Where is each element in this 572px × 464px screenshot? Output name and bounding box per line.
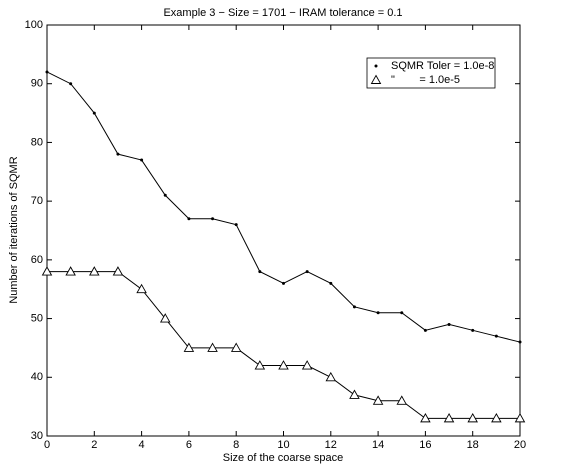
marker-triangle <box>420 412 431 423</box>
y-tick-label: 70 <box>31 195 43 207</box>
marker-triangle <box>254 360 266 370</box>
marker-point <box>447 322 451 326</box>
marker-triangle <box>183 342 195 352</box>
marker-point <box>92 111 96 115</box>
x-tick-label: 6 <box>186 439 192 451</box>
marker-triangle <box>278 360 289 370</box>
marker-point <box>211 217 215 221</box>
x-tick-label: 18 <box>467 439 479 451</box>
marker-point <box>423 328 427 332</box>
marker-point <box>234 223 238 227</box>
marker-point <box>187 217 191 221</box>
x-tick-label: 14 <box>372 439 384 451</box>
marker-triangle <box>159 313 171 323</box>
legend-label: SQMR Toler = 1.0e-8 <box>391 60 494 72</box>
marker-point <box>163 193 167 197</box>
marker-triangle <box>207 342 218 352</box>
x-tick-label: 12 <box>325 439 337 451</box>
marker-triangle <box>370 74 382 84</box>
marker-triangle <box>112 266 124 276</box>
marker-triangle <box>301 360 313 370</box>
marker-triangle <box>349 389 360 399</box>
marker-triangle <box>514 412 526 423</box>
marker-point <box>376 311 380 315</box>
x-tick-label: 2 <box>91 439 97 451</box>
marker-triangle <box>491 412 502 423</box>
marker-point <box>352 305 356 309</box>
marker-triangle <box>443 412 455 423</box>
legend-label: " = 1.0e-5 <box>391 74 460 86</box>
marker-point <box>518 340 522 344</box>
marker-point <box>329 281 333 285</box>
y-tick-label: 40 <box>31 371 43 383</box>
marker-point <box>374 64 378 68</box>
marker-triangle <box>396 395 408 405</box>
chart-title: Example 3 − Size = 1701 − IRAM tolerance… <box>163 7 402 19</box>
marker-triangle <box>372 395 384 405</box>
marker-point <box>494 334 498 338</box>
y-tick-label: 80 <box>31 136 43 148</box>
y-tick-label: 90 <box>31 78 43 90</box>
y-tick-label: 50 <box>31 312 43 324</box>
x-tick-label: 16 <box>419 439 431 451</box>
marker-point <box>69 82 73 86</box>
marker-point <box>471 328 475 332</box>
marker-triangle <box>136 283 147 294</box>
marker-point <box>258 270 262 274</box>
x-tick-label: 8 <box>233 439 239 451</box>
y-tick-label: 100 <box>25 19 43 31</box>
y-axis-label: Number of iterations of SQMR <box>8 156 20 303</box>
x-tick-label: 4 <box>139 439 145 451</box>
x-axis-label: Size of the coarse space <box>223 452 343 464</box>
x-tick-label: 20 <box>514 439 526 451</box>
x-tick-label: 0 <box>44 439 50 451</box>
marker-triangle <box>467 412 478 423</box>
marker-point <box>400 311 404 315</box>
marker-triangle <box>89 266 100 276</box>
marker-triangle <box>65 266 76 276</box>
marker-triangle <box>230 342 242 352</box>
y-tick-label: 30 <box>31 430 43 442</box>
marker-triangle <box>41 266 53 276</box>
marker-point <box>282 281 285 285</box>
x-tick-label: 10 <box>277 439 289 451</box>
marker-triangle <box>325 371 337 382</box>
marker-point <box>140 158 144 162</box>
marker-point <box>116 152 120 156</box>
legend-box <box>366 57 496 89</box>
marker-point <box>305 270 309 274</box>
marker-point <box>45 70 49 74</box>
y-tick-label: 60 <box>31 254 43 266</box>
